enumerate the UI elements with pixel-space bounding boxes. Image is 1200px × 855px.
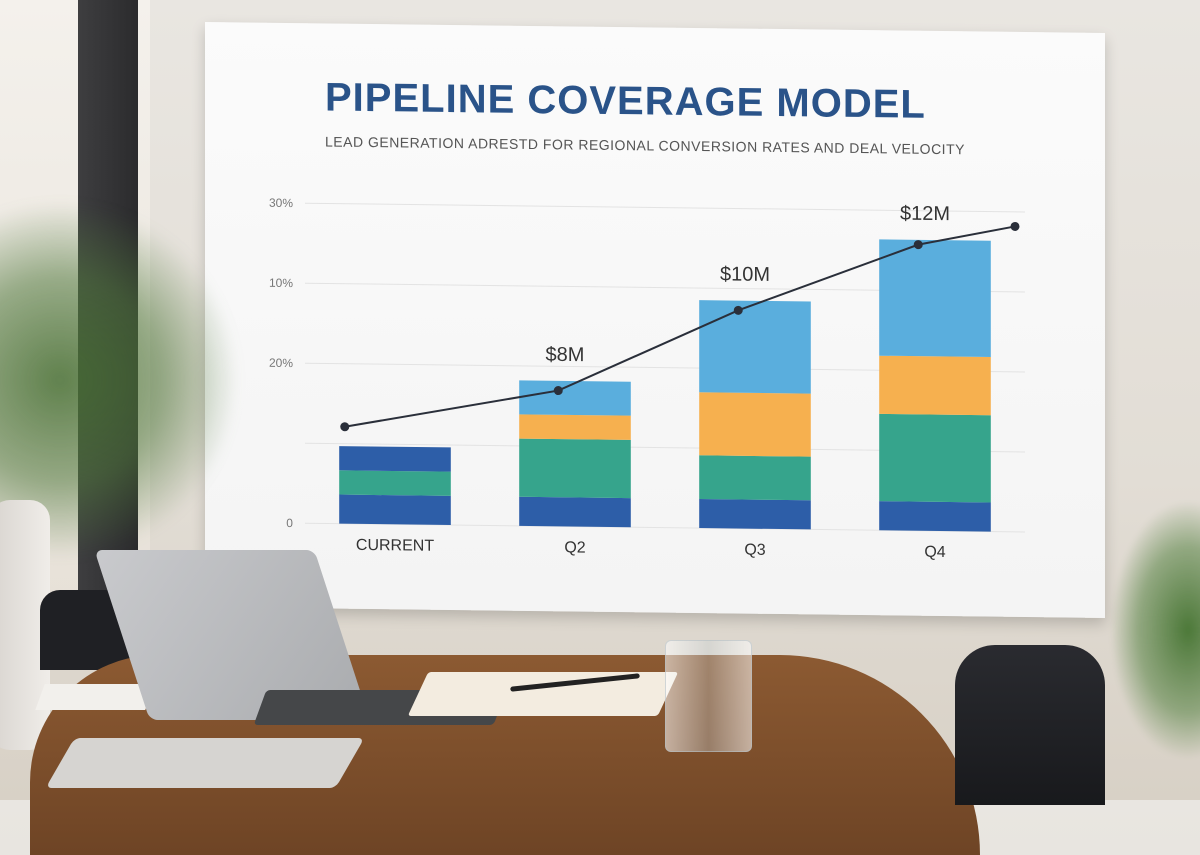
bar-segment [879,355,991,416]
y-tick-label: 10% [269,276,293,290]
trend-point [553,386,563,396]
category-label: Q4 [924,544,945,561]
y-tick-label: 0 [286,516,293,530]
notebook [407,672,679,716]
trend-point [340,422,350,432]
paper [35,684,155,710]
bar-segment [879,413,991,503]
bar-value-label: $12M [900,203,950,226]
bar-segment [339,446,451,472]
bar-segment [519,438,631,499]
bar-segment [339,494,451,526]
bar-value-label: $10M [720,263,770,286]
gridline [305,202,1025,213]
chart-subtitle: LEAD GENERATION ADRESTD FOR REGIONAL CON… [325,133,965,158]
chart-title: PIPELINE COVERAGE MODEL [325,75,926,127]
bar-value-label: $8M [546,344,585,366]
trend-point [1010,221,1020,231]
chair-right [955,645,1105,805]
bar-segment [699,392,811,457]
bar-segment [519,496,631,528]
trend-point [913,240,923,250]
bar-segment [519,380,631,416]
bar-segment [879,501,991,532]
bar-segment [339,470,451,496]
y-tick-label: 30% [269,196,293,210]
bar-segment [699,455,811,501]
bar-segment [699,300,811,394]
presentation-board: PIPELINE COVERAGE MODEL LEAD GENERATION … [205,22,1105,618]
bar-segment [879,239,991,358]
bar-segment [699,498,811,530]
stacked-bar-chart: 0 20% 10% 30% CURRENT Q2 $8M Q3 $10M Q4 $12M [269,196,1025,561]
y-tick-label: 20% [269,356,293,370]
plant-left-blurred [0,200,240,560]
plant-right [1110,500,1200,760]
water-glass [665,640,752,752]
category-label: Q2 [564,539,585,556]
trend-point [733,305,743,315]
bar-segment [519,414,631,440]
category-label: Q3 [744,542,765,559]
category-label: CURRENT [356,537,434,555]
tablet [45,738,365,788]
